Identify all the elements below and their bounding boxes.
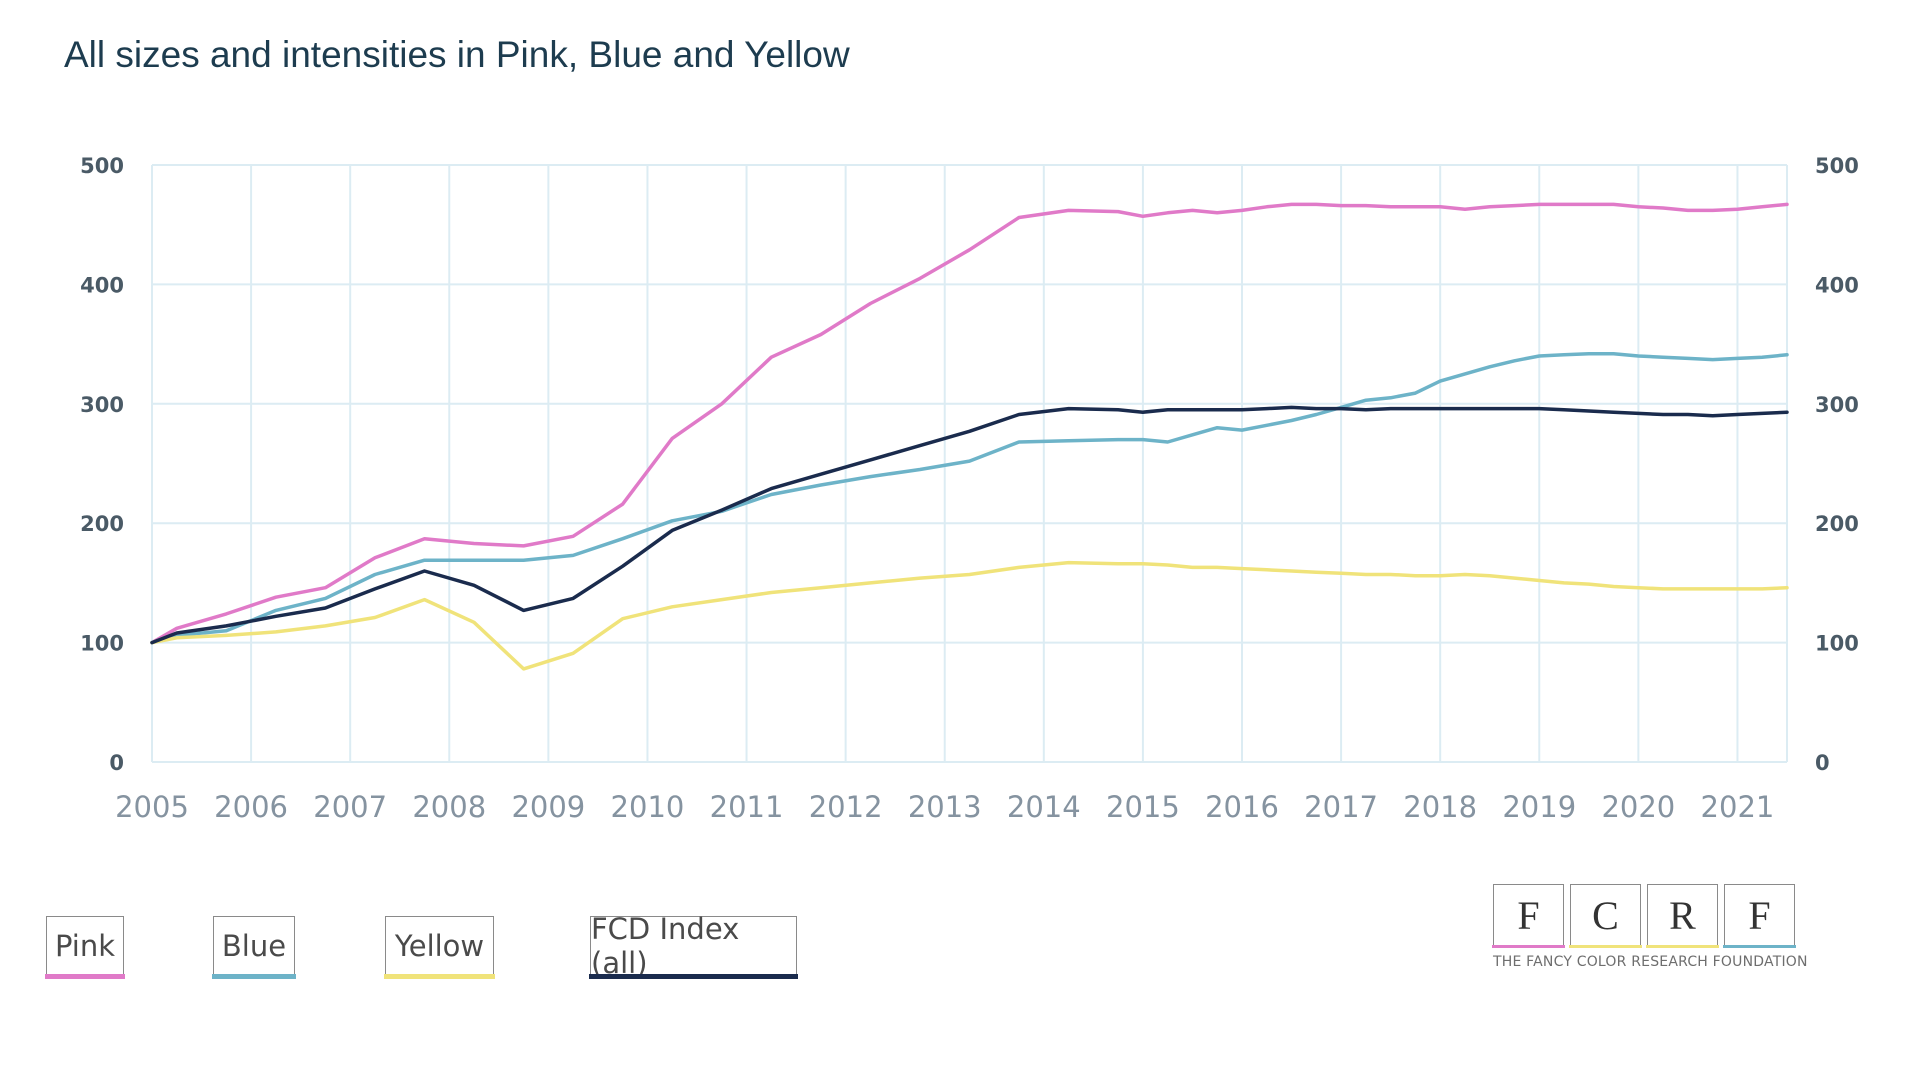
series-line-fcd-index-all — [150, 405, 1789, 645]
logo-letter-box: C — [1569, 884, 1642, 948]
legend-label: FCD Index (all) — [591, 911, 740, 980]
x-tick-label: 2013 — [908, 790, 982, 824]
chart-title: All sizes and intensities in Pink, Blue … — [64, 34, 850, 75]
legend-swatch — [589, 974, 798, 979]
axes: 0 0 100 100 200 200 300 300 400 400 500 500 2005 2006… — [80, 154, 1859, 824]
x-tick-label: 2007 — [313, 790, 387, 824]
y-tick-label-right: 500 — [1815, 154, 1859, 178]
x-tick-label: 2006 — [214, 790, 288, 824]
x-tick-label: 2008 — [412, 790, 486, 824]
y-tick-label-left: 200 — [80, 512, 124, 536]
x-tick-label: 2017 — [1304, 790, 1378, 824]
x-tick-label: 2010 — [611, 790, 685, 824]
logo-underline — [1492, 945, 1565, 948]
x-tick-label: 2012 — [809, 790, 883, 824]
legend-label: Blue — [221, 928, 287, 963]
x-tick-label: 2005 — [115, 790, 189, 824]
x-tick-label: 2018 — [1403, 790, 1477, 824]
legend-item-blue: Blue — [212, 916, 296, 979]
y-tick-label-left: 300 — [80, 393, 124, 417]
x-tick-label: 2011 — [710, 790, 784, 824]
y-tick-label-right: 200 — [1815, 512, 1859, 536]
logo-underline — [1723, 945, 1796, 948]
legend-item-yellow: Yellow — [384, 916, 495, 979]
series-line-pink — [150, 202, 1789, 645]
x-tick-label: 2020 — [1601, 790, 1675, 824]
legend-label: Yellow — [394, 928, 485, 963]
legend-item-fcd-index-all: FCD Index (all) — [589, 912, 798, 980]
y-tick-label-left: 400 — [80, 273, 124, 297]
logo-letter: F — [1517, 892, 1540, 938]
legend-swatch — [45, 974, 125, 979]
legend-swatch — [212, 974, 296, 979]
logo-letter: C — [1592, 892, 1619, 938]
logo-letter-box: R — [1646, 884, 1719, 948]
line-chart: 0 0 100 100 200 200 300 300 400 400 500 500 2005 2006… — [80, 154, 1859, 824]
series-lines — [150, 202, 1789, 671]
y-tick-label-left: 100 — [80, 632, 124, 656]
y-tick-label-left: 500 — [80, 154, 124, 178]
y-tick-label-right: 300 — [1815, 393, 1859, 417]
grid — [151, 164, 1788, 763]
logo-tagline: THE FANCY COLOR RESEARCH FOUNDATION — [1493, 954, 1808, 970]
series-line-blue — [150, 351, 1789, 645]
x-tick-label: 2016 — [1205, 790, 1279, 824]
legend-label: Pink — [54, 928, 116, 963]
legend-item-pink: Pink — [45, 916, 125, 979]
y-tick-label-right: 0 — [1815, 751, 1830, 775]
logo-letter-box: F — [1492, 884, 1565, 948]
y-tick-label-right: 400 — [1815, 273, 1859, 297]
x-tick-label: 2009 — [511, 790, 585, 824]
y-tick-label-left: 0 — [109, 751, 124, 775]
x-tick-label: 2015 — [1106, 790, 1180, 824]
x-tick-label: 2021 — [1701, 790, 1775, 824]
logo-letter: F — [1748, 892, 1771, 938]
y-tick-label-right: 100 — [1815, 632, 1859, 656]
logo-underline — [1569, 945, 1642, 948]
series-line-yellow — [150, 560, 1789, 671]
logo-underline — [1646, 945, 1719, 948]
logo-letter: R — [1669, 892, 1696, 938]
x-tick-label: 2014 — [1007, 790, 1081, 824]
logo-letter-box: F — [1723, 884, 1796, 948]
legend-swatch — [384, 974, 495, 979]
x-tick-label: 2019 — [1502, 790, 1576, 824]
